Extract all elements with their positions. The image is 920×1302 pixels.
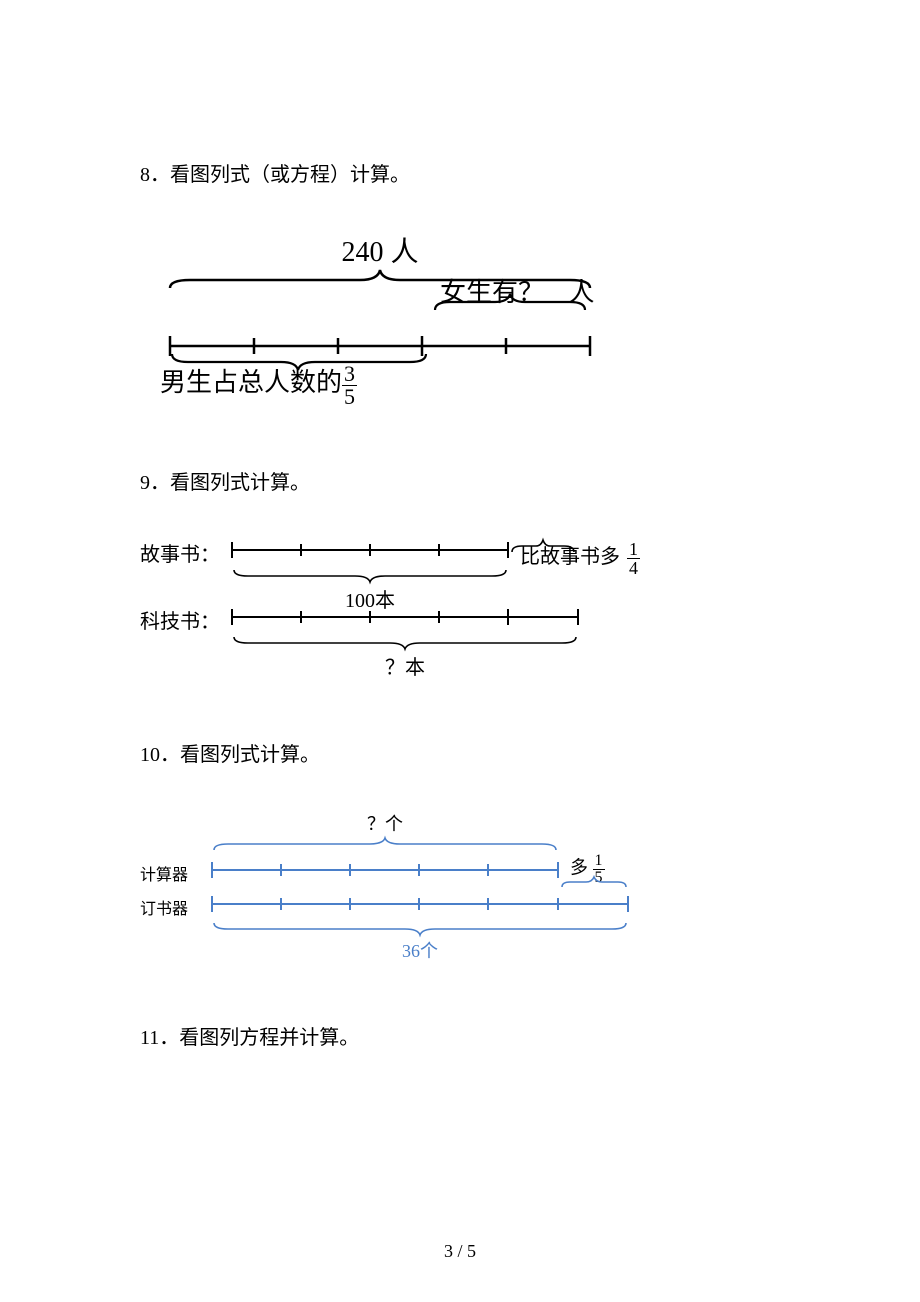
- q9-tech-value: ？本: [230, 651, 580, 680]
- q10-row-calc: 计算器 多 15: [140, 859, 680, 887]
- fraction-icon: 35: [342, 363, 357, 408]
- segment-line-icon: [230, 607, 580, 627]
- page: 8．看图列式（或方程）计算。 240 人 女生有？ 人: [0, 0, 920, 1302]
- brace-icon: [558, 875, 630, 891]
- q9-tech-value-row: ？本: [230, 635, 580, 680]
- q9-tech-label: 科技书：: [140, 605, 230, 634]
- q8-girls-label: 女生有？ 人: [440, 272, 595, 309]
- fraction-icon: 14: [627, 540, 640, 577]
- q10-prompt: 10．看图列式计算。: [140, 740, 780, 770]
- q9-prompt: 9．看图列式计算。: [140, 468, 780, 498]
- q10-bottom-brace: 36个: [210, 921, 630, 963]
- question-10: 10．看图列式计算。 ？个 计算器: [140, 740, 780, 963]
- q10-bottom-value: 36个: [210, 937, 630, 963]
- q8-total-label: 240 人: [160, 230, 600, 270]
- page-footer: 3 / 5: [0, 1241, 920, 1262]
- q8-diagram: 240 人 女生有？ 人: [160, 230, 600, 408]
- q10-stapler-label: 订书器: [140, 895, 210, 919]
- q10-diagram: ？个 计算器: [140, 810, 680, 963]
- brace-icon: [210, 836, 560, 854]
- page-sep: /: [453, 1241, 467, 1261]
- brace-icon: [508, 538, 578, 556]
- q9-tech-bar: [230, 607, 580, 633]
- q10-calc-bar: [210, 860, 560, 885]
- segment-line-icon: [230, 540, 510, 560]
- page-total: 5: [467, 1241, 476, 1261]
- q9-diagram: 故事书： 比故事书多 14: [140, 538, 680, 680]
- q9-row-story: 故事书： 比故事书多 14: [140, 538, 680, 568]
- q8-number-line: [160, 332, 600, 360]
- question-8: 8．看图列式（或方程）计算。 240 人 女生有？ 人: [140, 160, 780, 408]
- question-11: 11．看图列方程并计算。: [140, 1023, 780, 1053]
- q8-girls-prefix: 女生有？: [440, 278, 544, 307]
- segment-line-icon: [210, 894, 630, 914]
- q9-row-tech: 科技书：: [140, 605, 680, 635]
- q11-prompt: 11．看图列方程并计算。: [140, 1023, 780, 1053]
- q9-story-label: 故事书：: [140, 538, 230, 567]
- q10-calc-label: 计算器: [140, 861, 210, 885]
- q10-top-value: ？个: [210, 810, 560, 836]
- q8-girls-row: 女生有？ 人: [160, 292, 600, 332]
- q10-top-brace: [210, 836, 680, 859]
- question-9: 9．看图列式计算。 故事书： 比故事书多 14: [140, 468, 780, 680]
- q8-girls-suffix: 人: [569, 278, 595, 307]
- q10-stapler-bar: [210, 894, 630, 919]
- page-num: 3: [444, 1241, 453, 1261]
- q8-prompt: 8．看图列式（或方程）计算。: [140, 160, 780, 190]
- q9-story-bar: [230, 540, 510, 566]
- q10-row-stapler: 订书器: [140, 893, 680, 921]
- segment-line-icon: [210, 860, 560, 880]
- brace-icon: [166, 352, 431, 374]
